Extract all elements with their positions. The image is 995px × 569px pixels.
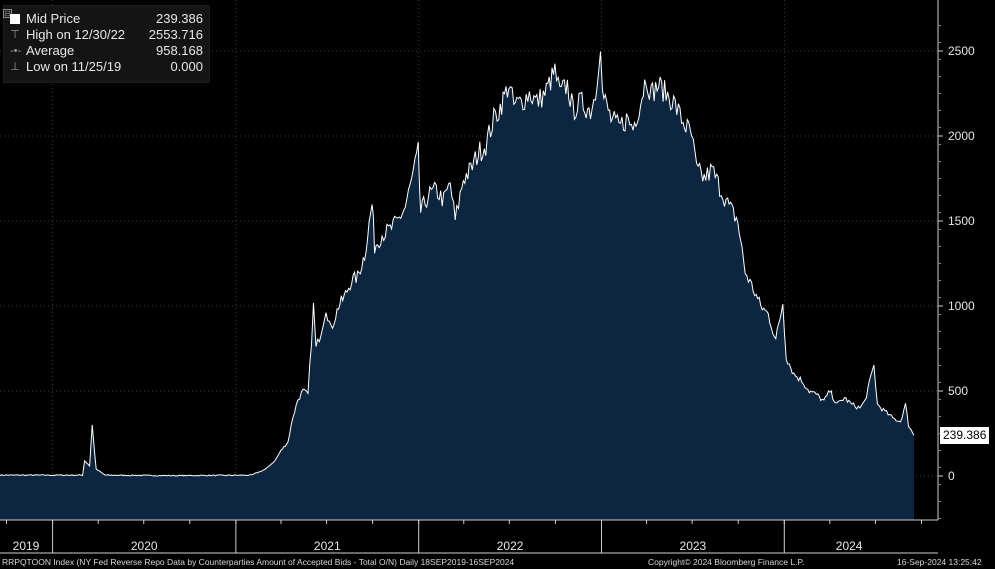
low-marker-icon: ⊥ <box>10 61 20 73</box>
footer-ticker-description: RRPQTOON Index (NY Fed Reverse Repo Data… <box>2 557 515 567</box>
legend-row-high: ⊤ High on 12/30/22 2553.716 <box>4 27 203 43</box>
legend-label: Average <box>26 43 75 58</box>
legend-value: 0.000 <box>170 59 203 74</box>
footer-timestamp: 16-Sep-2024 13:25:42 <box>897 557 982 567</box>
last-value-label: 239.386 <box>940 427 990 444</box>
legend-label: High on 12/30/22 <box>26 27 126 42</box>
y-tick-label: 0 <box>948 469 955 483</box>
x-tick-label: 2021 <box>314 539 341 553</box>
x-tick-label: 2024 <box>836 539 863 553</box>
legend-row-average: -•- Average 958.168 <box>4 43 203 59</box>
series-line <box>0 51 915 477</box>
y-tick-label: 2000 <box>948 129 975 143</box>
x-tick-label: 2019 <box>13 539 40 553</box>
legend-value: 239.386 <box>156 11 203 26</box>
legend-collapse-icon[interactable]: ⊟ <box>3 9 12 18</box>
footer-copyright: Copyright© 2024 Bloomberg Finance L.P. <box>648 557 805 567</box>
legend-label: Mid Price <box>26 11 81 26</box>
series-area <box>0 51 914 520</box>
y-tick-label: 500 <box>948 384 968 398</box>
legend-box: ⊟ Mid Price 239.386 ⊤ High on 12/30/22 2… <box>3 5 210 83</box>
legend-value: 2553.716 <box>148 27 203 42</box>
legend-label: Low on 11/25/19 <box>26 59 122 74</box>
y-tick-label: 2500 <box>948 44 975 58</box>
average-marker-icon: -•- <box>10 45 22 57</box>
y-tick-label: 1000 <box>948 299 975 313</box>
legend-row-low: ⊥ Low on 11/25/19 0.000 <box>4 59 203 75</box>
legend-row-mid-price: Mid Price 239.386 <box>4 11 203 27</box>
high-marker-icon: ⊤ <box>10 29 20 41</box>
series-color-swatch <box>10 14 20 24</box>
x-tick-label: 2020 <box>131 539 158 553</box>
x-tick-label: 2023 <box>680 539 707 553</box>
legend-value: 958.168 <box>156 43 203 58</box>
x-tick-label: 2022 <box>497 539 524 553</box>
y-tick-label: 1500 <box>948 214 975 228</box>
